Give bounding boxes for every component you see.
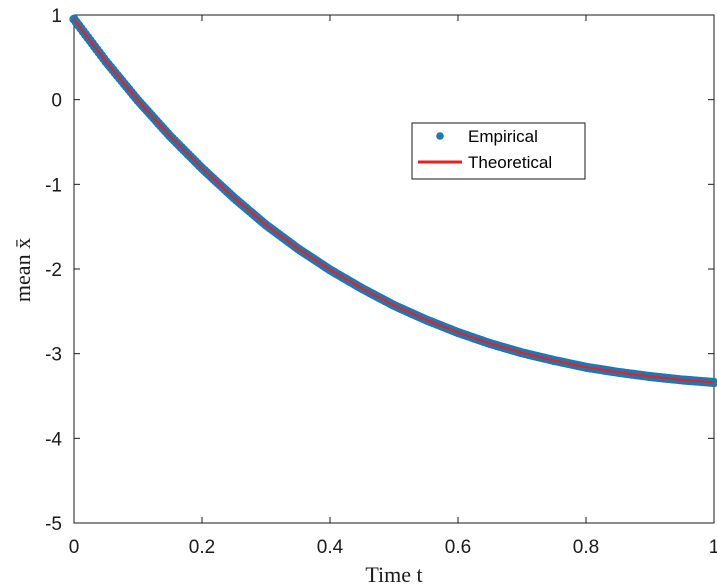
axis-ticks (73, 14, 715, 524)
x-tick-label: 0.2 (189, 537, 215, 558)
y-tick-label: -5 (45, 514, 62, 535)
y-tick-label: -4 (45, 429, 62, 450)
plot-area (73, 14, 715, 524)
x-tick-label: 0.6 (445, 537, 471, 558)
x-tick-label: 0.8 (573, 537, 599, 558)
legend-empirical-marker (436, 132, 444, 140)
y-tick-label: -2 (45, 260, 62, 281)
y-axis-label: mean x̄ (10, 238, 35, 302)
y-tick-label: -3 (45, 345, 62, 366)
series-theoretical-line (73, 18, 715, 384)
legend-empirical-label: Empirical (468, 127, 538, 146)
x-tick-label: 0 (69, 537, 80, 558)
x-tick-label: 0.4 (317, 537, 344, 558)
y-tick-label: 0 (51, 91, 62, 112)
tick-labels: 0 0.2 0.4 0.6 0.8 1 1 0 -1 -2 -3 -4 -5 (45, 6, 717, 558)
legend-theoretical-label: Theoretical (468, 153, 552, 172)
legend: Empirical Theoretical (411, 122, 586, 180)
x-tick-label: 1 (709, 537, 717, 558)
y-tick-label: 1 (51, 6, 62, 27)
series-layer (69, 14, 717, 388)
y-tick-label: -1 (45, 175, 62, 196)
x-axis-label: Time t (365, 562, 422, 587)
